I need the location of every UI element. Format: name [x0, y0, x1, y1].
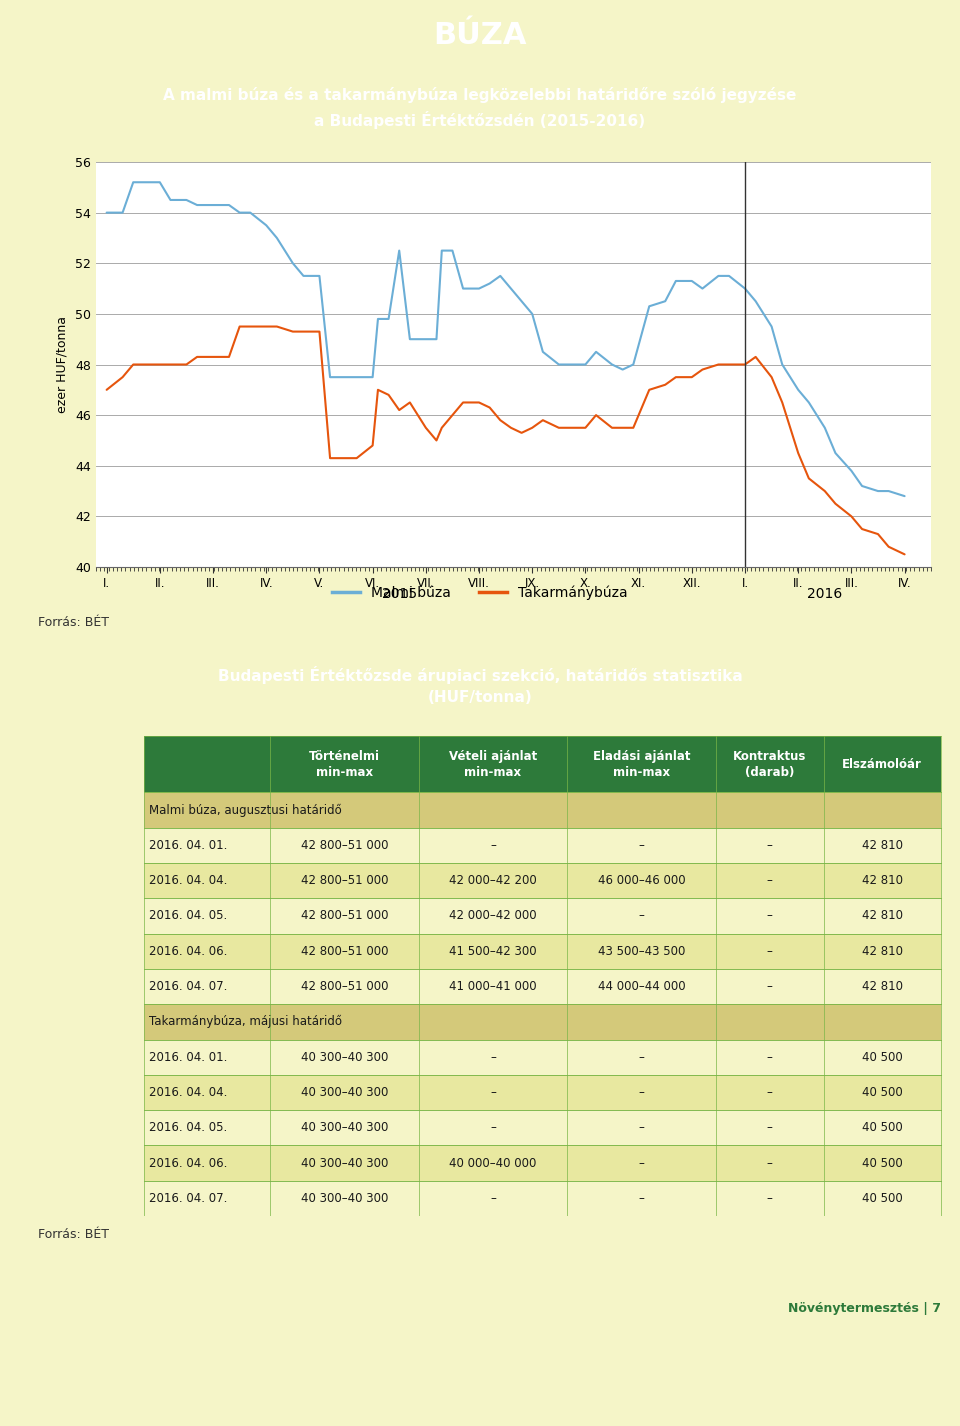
Text: 42 810: 42 810	[862, 910, 902, 923]
Text: 40 500: 40 500	[862, 1156, 902, 1169]
Text: 2016. 04. 01.: 2016. 04. 01.	[149, 1051, 228, 1064]
Text: –: –	[767, 1192, 773, 1205]
Text: 40 300–40 300: 40 300–40 300	[300, 1156, 388, 1169]
Text: 40 500: 40 500	[862, 1087, 902, 1099]
Text: –: –	[638, 838, 644, 851]
Text: 2016. 04. 04.: 2016. 04. 04.	[149, 874, 228, 887]
Text: 40 500: 40 500	[862, 1051, 902, 1064]
Text: –: –	[767, 980, 773, 992]
Text: Budapesti Értéktőzsde árupiaci szekció, határidős statisztika
(HUF/tonna): Budapesti Értéktőzsde árupiaci szekció, …	[218, 666, 742, 704]
Text: –: –	[490, 1192, 495, 1205]
FancyBboxPatch shape	[144, 1181, 941, 1216]
Text: 2016. 04. 05.: 2016. 04. 05.	[149, 1121, 228, 1134]
Text: –: –	[638, 1051, 644, 1064]
Text: Kontraktus
(darab): Kontraktus (darab)	[733, 750, 806, 779]
Text: 46 000–46 000: 46 000–46 000	[598, 874, 685, 887]
Text: 40 000–40 000: 40 000–40 000	[449, 1156, 537, 1169]
Text: 42 800–51 000: 42 800–51 000	[300, 838, 388, 851]
Text: 40 300–40 300: 40 300–40 300	[300, 1192, 388, 1205]
Text: 42 810: 42 810	[862, 945, 902, 958]
Text: Elszámolóár: Elszámolóár	[842, 757, 923, 770]
Text: –: –	[767, 1121, 773, 1134]
Text: 44 000–44 000: 44 000–44 000	[598, 980, 685, 992]
Text: Takarmánybúza, májusi határidő: Takarmánybúza, májusi határidő	[149, 1015, 342, 1028]
Text: –: –	[638, 910, 644, 923]
FancyBboxPatch shape	[144, 1145, 941, 1181]
Text: 42 810: 42 810	[862, 874, 902, 887]
Text: 40 500: 40 500	[862, 1121, 902, 1134]
Text: 42 800–51 000: 42 800–51 000	[300, 980, 388, 992]
Text: –: –	[767, 874, 773, 887]
Text: 2016. 04. 04.: 2016. 04. 04.	[149, 1087, 228, 1099]
Y-axis label: ezer HUF/tonna: ezer HUF/tonna	[55, 317, 68, 414]
Text: 2016. 04. 07.: 2016. 04. 07.	[149, 980, 228, 992]
Text: Eladási ajánlat
min-max: Eladási ajánlat min-max	[592, 750, 690, 779]
Text: –: –	[638, 1087, 644, 1099]
Text: 40 300–40 300: 40 300–40 300	[300, 1087, 388, 1099]
Text: –: –	[767, 1051, 773, 1064]
FancyBboxPatch shape	[144, 827, 941, 863]
Text: Malmi búza, augusztusi határidő: Malmi búza, augusztusi határidő	[149, 803, 342, 817]
Text: A malmi búza és a takarmánybúza legközelebbi határidőre szóló jegyzése
a Budapes: A malmi búza és a takarmánybúza legközel…	[163, 87, 797, 128]
FancyBboxPatch shape	[144, 863, 941, 898]
Text: 2016. 04. 01.: 2016. 04. 01.	[149, 838, 228, 851]
FancyBboxPatch shape	[144, 898, 941, 934]
Text: –: –	[490, 838, 495, 851]
Text: 2016. 04. 06.: 2016. 04. 06.	[149, 945, 228, 958]
Text: 42 000–42 000: 42 000–42 000	[449, 910, 537, 923]
FancyBboxPatch shape	[144, 1075, 941, 1109]
Text: 2015: 2015	[382, 588, 417, 602]
Text: Forrás: BÉT: Forrás: BÉT	[38, 616, 109, 629]
Text: Növénytermesztés | 7: Növénytermesztés | 7	[788, 1302, 941, 1315]
Text: –: –	[767, 1087, 773, 1099]
FancyBboxPatch shape	[144, 1040, 941, 1075]
Text: 43 500–43 500: 43 500–43 500	[598, 945, 685, 958]
Text: 2016. 04. 06.: 2016. 04. 06.	[149, 1156, 228, 1169]
Text: 42 800–51 000: 42 800–51 000	[300, 910, 388, 923]
Text: –: –	[767, 1156, 773, 1169]
Text: 41 000–41 000: 41 000–41 000	[449, 980, 537, 992]
FancyBboxPatch shape	[144, 1004, 941, 1040]
Text: 41 500–42 300: 41 500–42 300	[449, 945, 537, 958]
Text: –: –	[490, 1051, 495, 1064]
FancyBboxPatch shape	[144, 1109, 941, 1145]
Text: 42 800–51 000: 42 800–51 000	[300, 874, 388, 887]
Text: 42 810: 42 810	[862, 980, 902, 992]
Text: Történelmi
min-max: Történelmi min-max	[309, 750, 380, 779]
Text: –: –	[638, 1156, 644, 1169]
Text: –: –	[490, 1087, 495, 1099]
Text: 2016. 04. 07.: 2016. 04. 07.	[149, 1192, 228, 1205]
Text: Vételi ajánlat
min-max: Vételi ajánlat min-max	[448, 750, 537, 779]
Text: –: –	[767, 910, 773, 923]
Text: 42 810: 42 810	[862, 838, 902, 851]
Legend: Malmi búza, Takarmánybúza: Malmi búza, Takarmánybúza	[327, 580, 633, 606]
Text: BÚZA: BÚZA	[433, 21, 527, 50]
Text: –: –	[638, 1121, 644, 1134]
Text: 2016: 2016	[807, 588, 843, 602]
Text: –: –	[490, 1121, 495, 1134]
Text: –: –	[767, 838, 773, 851]
Text: 42 000–42 200: 42 000–42 200	[449, 874, 537, 887]
Text: –: –	[767, 945, 773, 958]
Text: 42 800–51 000: 42 800–51 000	[300, 945, 388, 958]
FancyBboxPatch shape	[144, 736, 941, 793]
Text: 2016. 04. 05.: 2016. 04. 05.	[149, 910, 228, 923]
FancyBboxPatch shape	[144, 968, 941, 1004]
Text: 40 500: 40 500	[862, 1192, 902, 1205]
FancyBboxPatch shape	[144, 793, 941, 827]
FancyBboxPatch shape	[144, 934, 941, 968]
Text: –: –	[638, 1192, 644, 1205]
Text: 40 300–40 300: 40 300–40 300	[300, 1051, 388, 1064]
Text: Forrás: BÉT: Forrás: BÉT	[38, 1229, 109, 1242]
Text: 40 300–40 300: 40 300–40 300	[300, 1121, 388, 1134]
